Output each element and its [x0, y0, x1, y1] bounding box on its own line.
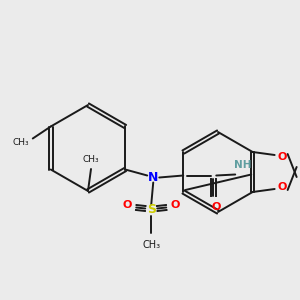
- Text: NH: NH: [235, 160, 252, 170]
- Text: N: N: [148, 171, 158, 184]
- Text: CH₃: CH₃: [142, 239, 160, 250]
- Text: O: O: [123, 200, 132, 211]
- Text: O: O: [212, 202, 221, 212]
- Text: S: S: [147, 203, 156, 216]
- Text: O: O: [278, 182, 287, 192]
- Text: CH₃: CH₃: [83, 155, 99, 164]
- Text: O: O: [171, 200, 180, 211]
- Text: O: O: [278, 152, 287, 162]
- Text: CH₃: CH₃: [12, 138, 29, 147]
